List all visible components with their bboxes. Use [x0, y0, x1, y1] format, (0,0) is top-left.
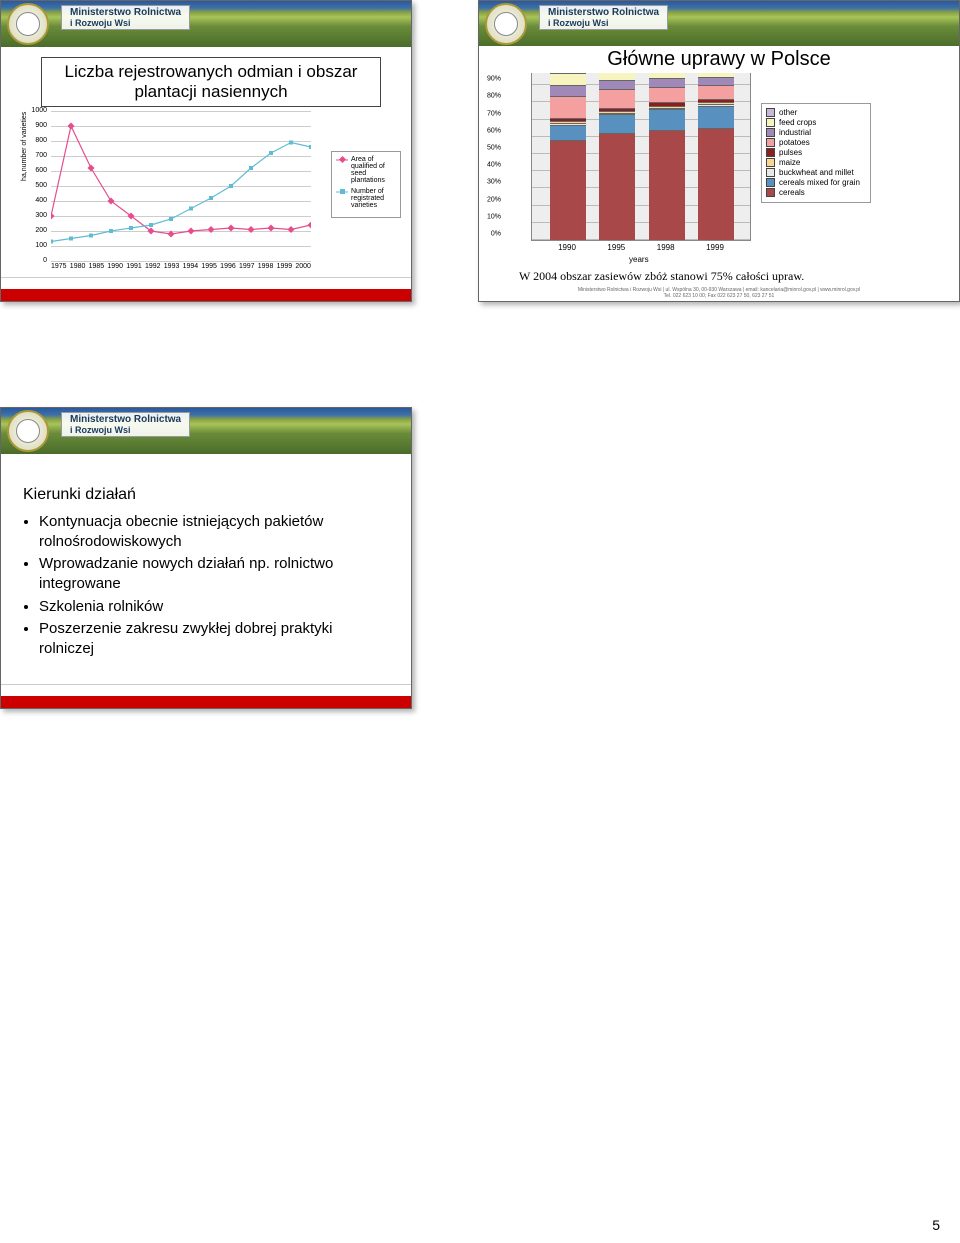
- slide-header: Ministerstwo Rolnictwa i Rozwoju Wsi: [1, 1, 411, 47]
- ministry-line1: Ministerstwo Rolnictwa: [548, 7, 659, 18]
- y-tick-label: 900: [27, 122, 47, 129]
- slide-header: Ministerstwo Rolnictwa i Rozwoju Wsi: [479, 1, 959, 47]
- y-tick-label: 50%: [487, 145, 501, 152]
- x-tick-label: 1997: [239, 263, 255, 270]
- legend-item: Number of registrated varieties: [336, 188, 396, 209]
- bullet-item: Wprowadzanie nowych działań np. rolnictw…: [39, 554, 389, 595]
- ministry-line2: i Rozwoju Wsi: [70, 425, 181, 435]
- x-tick-label: 1995: [596, 243, 636, 252]
- x-tick-label: 1994: [183, 263, 199, 270]
- y-tick-label: 60%: [487, 127, 501, 134]
- chart-caption: W 2004 obszar zasiewów zbóż stanowi 75% …: [519, 269, 949, 284]
- bullet-item: Kontynuacja obecnie istniejących pakietó…: [39, 512, 389, 553]
- ministry-logo: [7, 410, 49, 452]
- slide-header: Ministerstwo Rolnictwa i Rozwoju Wsi: [1, 408, 411, 454]
- legend-item: cereals: [766, 188, 866, 197]
- slide-crops-chart: Ministerstwo Rolnictwa i Rozwoju Wsi Głó…: [478, 0, 960, 302]
- chart-legend: otherfeed cropsindustrialpotatoespulsesm…: [761, 103, 871, 203]
- y-tick-label: 70%: [487, 110, 501, 117]
- slide-footer: Ministerstwo Rolnictwa i Rozwoju Wsi | u…: [479, 287, 959, 299]
- x-tick-label: 1992: [145, 263, 161, 270]
- x-tick-label: 1993: [164, 263, 180, 270]
- x-tick-label: 1996: [220, 263, 236, 270]
- y-tick-label: 400: [27, 197, 47, 204]
- bullet-list: Kontynuacja obecnie istniejących pakietó…: [23, 512, 389, 660]
- bar-column: [550, 68, 586, 240]
- chart-title: Główne uprawy w Polsce: [479, 46, 959, 73]
- bullet-item: Poszerzenie zakresu zwykłej dobrej prakt…: [39, 619, 389, 660]
- x-tick-label: 1999: [695, 243, 735, 252]
- y-tick-label: 100: [27, 242, 47, 249]
- y-tick-label: 0%: [491, 231, 501, 238]
- x-tick-label: 1990: [107, 263, 123, 270]
- stacked-bar-chart: [531, 69, 751, 241]
- legend-item: potatoes: [766, 138, 866, 147]
- ministry-label: Ministerstwo Rolnictwa i Rozwoju Wsi: [539, 5, 668, 30]
- ministry-line1: Ministerstwo Rolnictwa: [70, 7, 181, 18]
- x-tick-label: 1991: [126, 263, 142, 270]
- legend-item: buckwheat and millet: [766, 168, 866, 177]
- slide-varieties-chart: Ministerstwo Rolnictwa i Rozwoju Wsi Lic…: [0, 0, 412, 302]
- x-tick-label: 1995: [201, 263, 217, 270]
- legend-item: maize: [766, 158, 866, 167]
- x-tick-label: 1998: [258, 263, 274, 270]
- legend-item: industrial: [766, 128, 866, 137]
- legend-item: Area of qualified of seed plantations: [336, 156, 396, 184]
- x-tick-label: 1975: [51, 263, 67, 270]
- content-heading: Kierunki działań: [23, 484, 389, 506]
- bar-column: [599, 68, 635, 240]
- x-tick-label: 1980: [70, 263, 86, 270]
- y-tick-label: 1000: [27, 107, 47, 114]
- y-tick-label: 600: [27, 167, 47, 174]
- chart-title: Liczba rejestrowanych odmian i obszar pl…: [41, 57, 381, 107]
- chart-legend: Area of qualified of seed plantations Num…: [331, 151, 401, 218]
- ministry-logo: [485, 3, 527, 45]
- x-axis-ticks: 1975198019851990199119921993199419951996…: [51, 263, 311, 270]
- legend-item: feed crops: [766, 118, 866, 127]
- bar-column: [698, 68, 734, 240]
- y-tick-label: 90%: [487, 76, 501, 83]
- x-tick-label: 1990: [547, 243, 587, 252]
- y-tick-label: 80%: [487, 93, 501, 100]
- x-tick-label: 2000: [295, 263, 311, 270]
- page-number: 5: [932, 1217, 940, 1233]
- ministry-line2: i Rozwoju Wsi: [70, 18, 181, 28]
- x-tick-label: 1985: [89, 263, 105, 270]
- legend-item: cereals mixed for grain: [766, 178, 866, 187]
- ministry-label: Ministerstwo Rolnictwa i Rozwoju Wsi: [61, 5, 190, 30]
- x-tick-label: 1999: [277, 263, 293, 270]
- bullet-item: Szkolenia rolników: [39, 597, 389, 617]
- y-tick-label: 200: [27, 227, 47, 234]
- ministry-logo: [7, 3, 49, 45]
- y-tick-label: 800: [27, 137, 47, 144]
- slide-directions: Ministerstwo Rolnictwa i Rozwoju Wsi Kie…: [0, 407, 412, 709]
- slide-content: Kierunki działań Kontynuacja obecnie ist…: [23, 484, 389, 661]
- line-chart: [51, 111, 311, 261]
- y-tick-label: 30%: [487, 179, 501, 186]
- y-tick-label: 0: [27, 257, 47, 264]
- x-axis-title: years: [629, 255, 649, 264]
- x-tick-label: 1998: [646, 243, 686, 252]
- legend-item: other: [766, 108, 866, 117]
- y-tick-label: 700: [27, 152, 47, 159]
- y-axis-label: ha,number of varieties: [21, 112, 28, 181]
- y-tick-label: 10%: [487, 213, 501, 220]
- ministry-label: Ministerstwo Rolnictwa i Rozwoju Wsi: [61, 412, 190, 437]
- legend-item: pulses: [766, 148, 866, 157]
- ministry-line2: i Rozwoju Wsi: [548, 18, 659, 28]
- y-tick-label: 20%: [487, 196, 501, 203]
- y-tick-label: 40%: [487, 162, 501, 169]
- y-tick-label: 500: [27, 182, 47, 189]
- ministry-line1: Ministerstwo Rolnictwa: [70, 414, 181, 425]
- bar-column: [649, 68, 685, 240]
- y-tick-label: 300: [27, 212, 47, 219]
